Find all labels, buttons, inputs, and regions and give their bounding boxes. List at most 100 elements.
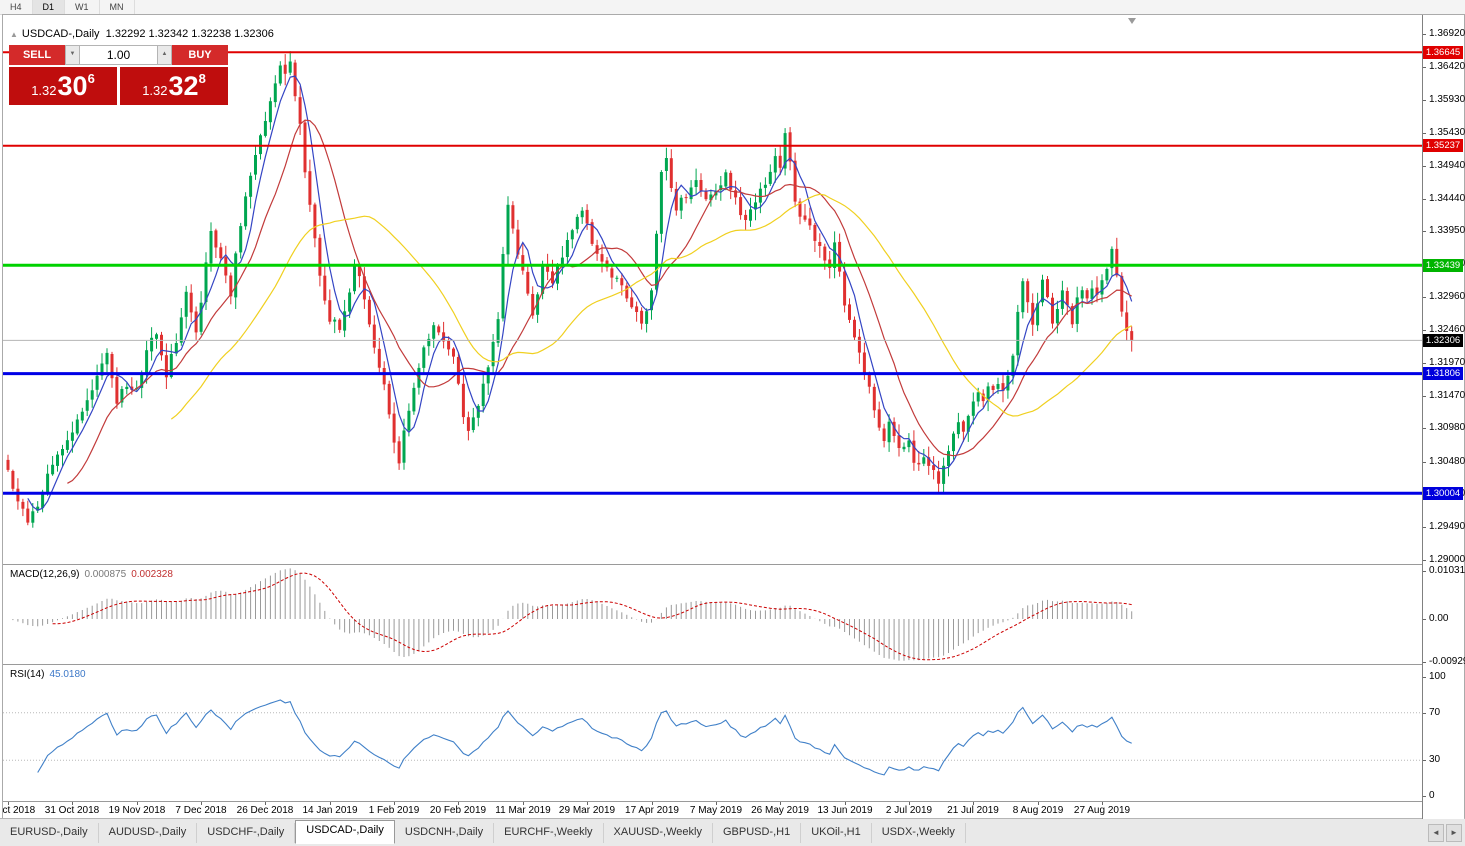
volume-decrease-button[interactable]: ▼: [65, 45, 80, 65]
price-axis-label: 1.36920: [1429, 28, 1465, 39]
date-axis-label: 13 Jun 2019: [817, 805, 873, 816]
chart-tab-eurchf-weekly[interactable]: EURCHF-,Weekly: [494, 823, 604, 843]
price-axis-tick: [1423, 297, 1426, 298]
current-price-tag: 1.32306: [1423, 334, 1463, 347]
chart-ohlc-values: 1.32292 1.32342 1.32238 1.32306: [105, 28, 274, 40]
rsi-axis-label: 70: [1429, 707, 1441, 718]
date-axis-tick: [587, 802, 588, 805]
chart-tab-ukoil-h1[interactable]: UKOil-,H1: [801, 823, 872, 843]
chart-title: ▲ USDCAD-,Daily 1.32292 1.32342 1.32238 1…: [10, 28, 274, 40]
rsi-axis-label: 30: [1429, 754, 1441, 765]
price-axis-tick: [1423, 199, 1426, 200]
sell-button[interactable]: SELL: [9, 45, 65, 65]
buy-button[interactable]: BUY: [172, 45, 228, 65]
chart-frame: ▲ USDCAD-,Daily 1.32292 1.32342 1.32238 1…: [2, 14, 1465, 820]
macd-signal-line: [52, 572, 1132, 661]
macd-main-value: 0.000875: [84, 569, 127, 580]
chart-tab-usdcad-daily[interactable]: USDCAD-,Daily: [295, 820, 395, 844]
date-axis-label: 7 Dec 2018: [175, 805, 227, 816]
date-axis-label: 11 Mar 2019: [495, 805, 551, 816]
timeframe-button-mn[interactable]: MN: [100, 0, 135, 14]
tab-scroll-right-button[interactable]: ►: [1446, 824, 1462, 842]
price-axis-tick: [1423, 231, 1426, 232]
date-axis-tick: [780, 802, 781, 805]
rsi-chart-canvas[interactable]: [3, 666, 1422, 801]
macd-axis-label: 0.010311: [1429, 565, 1465, 576]
spinner-up-icon: ▲: [161, 51, 168, 57]
macd-indicator-label: MACD(12,26,9) 0.000875 0.002328: [10, 569, 173, 580]
date-axis-tick: [523, 802, 524, 805]
timeframe-button-d1[interactable]: D1: [32, 0, 66, 14]
scroll-right-icon: ►: [1450, 828, 1458, 837]
date-axis-label: 26 May 2019: [751, 805, 809, 816]
ma-line-sma13[interactable]: [67, 119, 1132, 484]
macd-axis-tick: [1423, 662, 1426, 663]
timeframe-button-w1[interactable]: W1: [65, 0, 100, 14]
chart-tab-usdx-weekly[interactable]: USDX-,Weekly: [872, 823, 966, 843]
tab-scroll-left-button[interactable]: ◄: [1428, 824, 1444, 842]
macd-name: MACD(12,26,9): [10, 569, 80, 580]
volume-input[interactable]: [80, 45, 157, 65]
price-axis[interactable]: 1.36920 1.36420 1.35930 1.35430 1.34940 1.344…: [1422, 15, 1465, 819]
date-axis-tick: [909, 802, 910, 805]
date-axis-label: 21 Jul 2019: [947, 805, 999, 816]
date-axis-tick: [394, 802, 395, 805]
chart-tab-audusd-daily[interactable]: AUDUSD-,Daily: [99, 823, 198, 843]
date-axis-label: 14 Jan 2019: [302, 805, 358, 816]
price-axis-label: 1.32460: [1429, 324, 1465, 335]
price-axis-tick: [1423, 428, 1426, 429]
macd-chart-canvas[interactable]: [3, 566, 1422, 664]
price-axis-tick: [1423, 34, 1426, 35]
rsi-axis-tick: [1423, 796, 1426, 797]
rsi-value: 45.0180: [49, 669, 86, 680]
chart-tab-xauusd-weekly[interactable]: XAUUSD-,Weekly: [604, 823, 713, 843]
panel-separator[interactable]: [3, 664, 1422, 665]
ma-line-sma5[interactable]: [27, 75, 1133, 511]
volume-increase-button[interactable]: ▲: [157, 45, 172, 65]
chart-tab-usdchf-daily[interactable]: USDCHF-,Daily: [197, 823, 296, 843]
price-axis-tick: [1423, 527, 1426, 528]
date-axis-label: 20 Feb 2019: [429, 805, 487, 816]
rsi-line: [37, 699, 1132, 776]
chart-tab-usdcnh-daily[interactable]: USDCNH-,Daily: [395, 823, 495, 843]
price-axis-label: 1.29000: [1429, 554, 1465, 565]
date-axis-tick: [72, 802, 73, 805]
chart-shift-marker-icon[interactable]: [1128, 18, 1136, 24]
price-axis-tick: [1423, 67, 1426, 68]
date-axis[interactable]: 12 Oct 2018 31 Oct 2018 19 Nov 2018 7 Dec 2…: [3, 802, 1422, 819]
sell-price-display[interactable]: 1.32 30 6: [9, 67, 117, 105]
date-axis-tick: [201, 802, 202, 805]
rsi-axis-label: 0: [1429, 790, 1435, 801]
panel-separator[interactable]: [3, 564, 1422, 565]
price-axis-tick: [1423, 560, 1426, 561]
date-axis-tick: [8, 802, 9, 805]
one-click-collapse-icon[interactable]: ▲: [10, 30, 18, 39]
price-axis-tick: [1423, 396, 1426, 397]
level-price-tag: 1.30004: [1423, 487, 1463, 500]
date-axis-tick: [716, 802, 717, 805]
price-axis-label: 1.36420: [1429, 61, 1465, 72]
date-axis-label: 31 Oct 2018: [44, 805, 100, 816]
date-axis-label: 19 Nov 2018: [108, 805, 166, 816]
date-axis-tick: [1102, 802, 1103, 805]
ma-line-sma34[interactable]: [170, 193, 1132, 420]
price-axis-label: 1.29490: [1429, 521, 1465, 532]
price-axis-tick: [1423, 100, 1426, 101]
candles-layer: [6, 51, 1134, 528]
chart-tab-eurusd-daily[interactable]: EURUSD-,Daily: [0, 823, 99, 843]
panel-separator: [3, 801, 1422, 802]
macd-axis-tick: [1423, 571, 1426, 572]
price-axis-label: 1.35930: [1429, 94, 1465, 105]
price-axis-tick: [1423, 363, 1426, 364]
chart-tab-gbpusd-h1[interactable]: GBPUSD-,H1: [713, 823, 802, 843]
buy-price-display[interactable]: 1.32 32 8: [120, 67, 228, 105]
chart-symbol-period: USDCAD-,Daily: [21, 28, 100, 40]
price-axis-label: 1.31970: [1429, 357, 1465, 368]
date-axis-tick: [137, 802, 138, 805]
level-price-tag: 1.36645: [1423, 46, 1463, 59]
buy-price-prefix: 1.32: [142, 82, 168, 98]
price-chart-canvas[interactable]: [3, 15, 1422, 564]
timeframe-button-h4[interactable]: H4: [0, 0, 33, 14]
price-axis-label: 1.30480: [1429, 456, 1465, 467]
